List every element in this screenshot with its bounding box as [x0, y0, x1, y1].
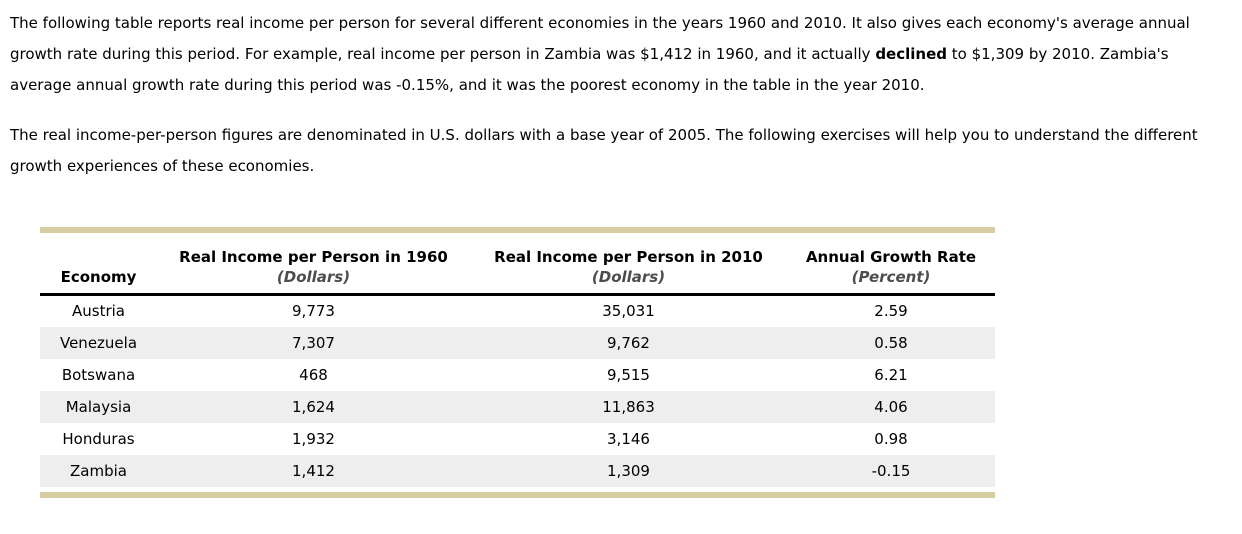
table-bottom-border	[40, 491, 995, 498]
header-income-2010-unit: (Dollars)	[470, 267, 787, 296]
table-header-row-units: Economy (Dollars) (Dollars) (Percent)	[40, 267, 995, 296]
header-income-1960-title: Real Income per Person in 1960	[179, 248, 448, 266]
growth-rate-cell: 0.98	[874, 429, 908, 448]
header-growth-rate-unit: (Percent)	[787, 267, 995, 296]
table-body: Austria 9,773 35,031 2.59 Venezuela 7,30…	[40, 295, 995, 487]
economy-cell: Zambia	[70, 461, 127, 480]
table-row: Honduras 1,932 3,146 0.98	[40, 423, 995, 455]
income-2010-cell: 1,309	[607, 461, 650, 480]
table-row: Zambia 1,412 1,309 -0.15	[40, 454, 995, 487]
table-row: Malaysia 1,624 11,863 4.06	[40, 390, 995, 423]
header-growth-rate-title: Annual Growth Rate	[805, 248, 977, 266]
table-row: Botswana 468 9,515 6.21	[40, 359, 995, 391]
income-1960-cell: 1,932	[292, 429, 335, 448]
intro-p1-text-after: to $1,309 by 2010. Zambia's average annu…	[10, 45, 1169, 94]
income-1960-cell: 7,307	[292, 333, 335, 352]
income-1960-cell: 468	[299, 365, 328, 384]
income-2010-cell: 35,031	[602, 302, 655, 321]
intro-p1-bold-word: declined	[875, 45, 947, 63]
income-2010-cell: 3,146	[607, 429, 650, 448]
economy-cell: Honduras	[62, 429, 135, 448]
economy-cell: Malaysia	[65, 397, 132, 416]
header-economy-label: Economy	[40, 267, 157, 296]
table-row: Venezuela 7,307 9,762 0.58	[40, 326, 995, 359]
economy-cell: Botswana	[61, 365, 136, 384]
table-top-border	[40, 227, 995, 233]
economy-cell: Austria	[72, 302, 125, 321]
intro-paragraph-1: The following table reports real income …	[10, 8, 1232, 101]
growth-rate-cell: 6.21	[874, 365, 908, 384]
income-1960-cell: 9,773	[292, 302, 335, 321]
growth-rate-cell: 0.58	[874, 333, 908, 352]
income-2010-cell: 9,762	[607, 333, 650, 352]
income-table-section: Real Income per Person in 1960 Real Inco…	[40, 227, 995, 498]
intro-paragraph-2: The real income-per-person figures are d…	[10, 126, 1198, 175]
header-income-2010-title: Real Income per Person in 2010	[494, 248, 763, 266]
income-2010-cell: 11,863	[602, 397, 655, 416]
growth-rate-cell: 4.06	[874, 397, 908, 416]
header-income-1960-unit: (Dollars)	[157, 267, 470, 296]
income-1960-cell: 1,412	[292, 461, 335, 480]
income-1960-cell: 1,624	[292, 397, 335, 416]
header-economy-spacer	[40, 233, 157, 267]
growth-rate-cell: 2.59	[874, 302, 908, 321]
intro-p1-text-before: The following table reports real income …	[10, 14, 1190, 63]
economy-cell: Venezuela	[59, 333, 138, 352]
table-header-row-titles: Real Income per Person in 1960 Real Inco…	[40, 233, 995, 267]
table-row: Austria 9,773 35,031 2.59	[40, 295, 995, 327]
table-header: Real Income per Person in 1960 Real Inco…	[40, 233, 995, 296]
income-data-table: Real Income per Person in 1960 Real Inco…	[40, 233, 995, 487]
income-2010-cell: 9,515	[607, 365, 650, 384]
growth-rate-cell: -0.15	[871, 461, 911, 480]
